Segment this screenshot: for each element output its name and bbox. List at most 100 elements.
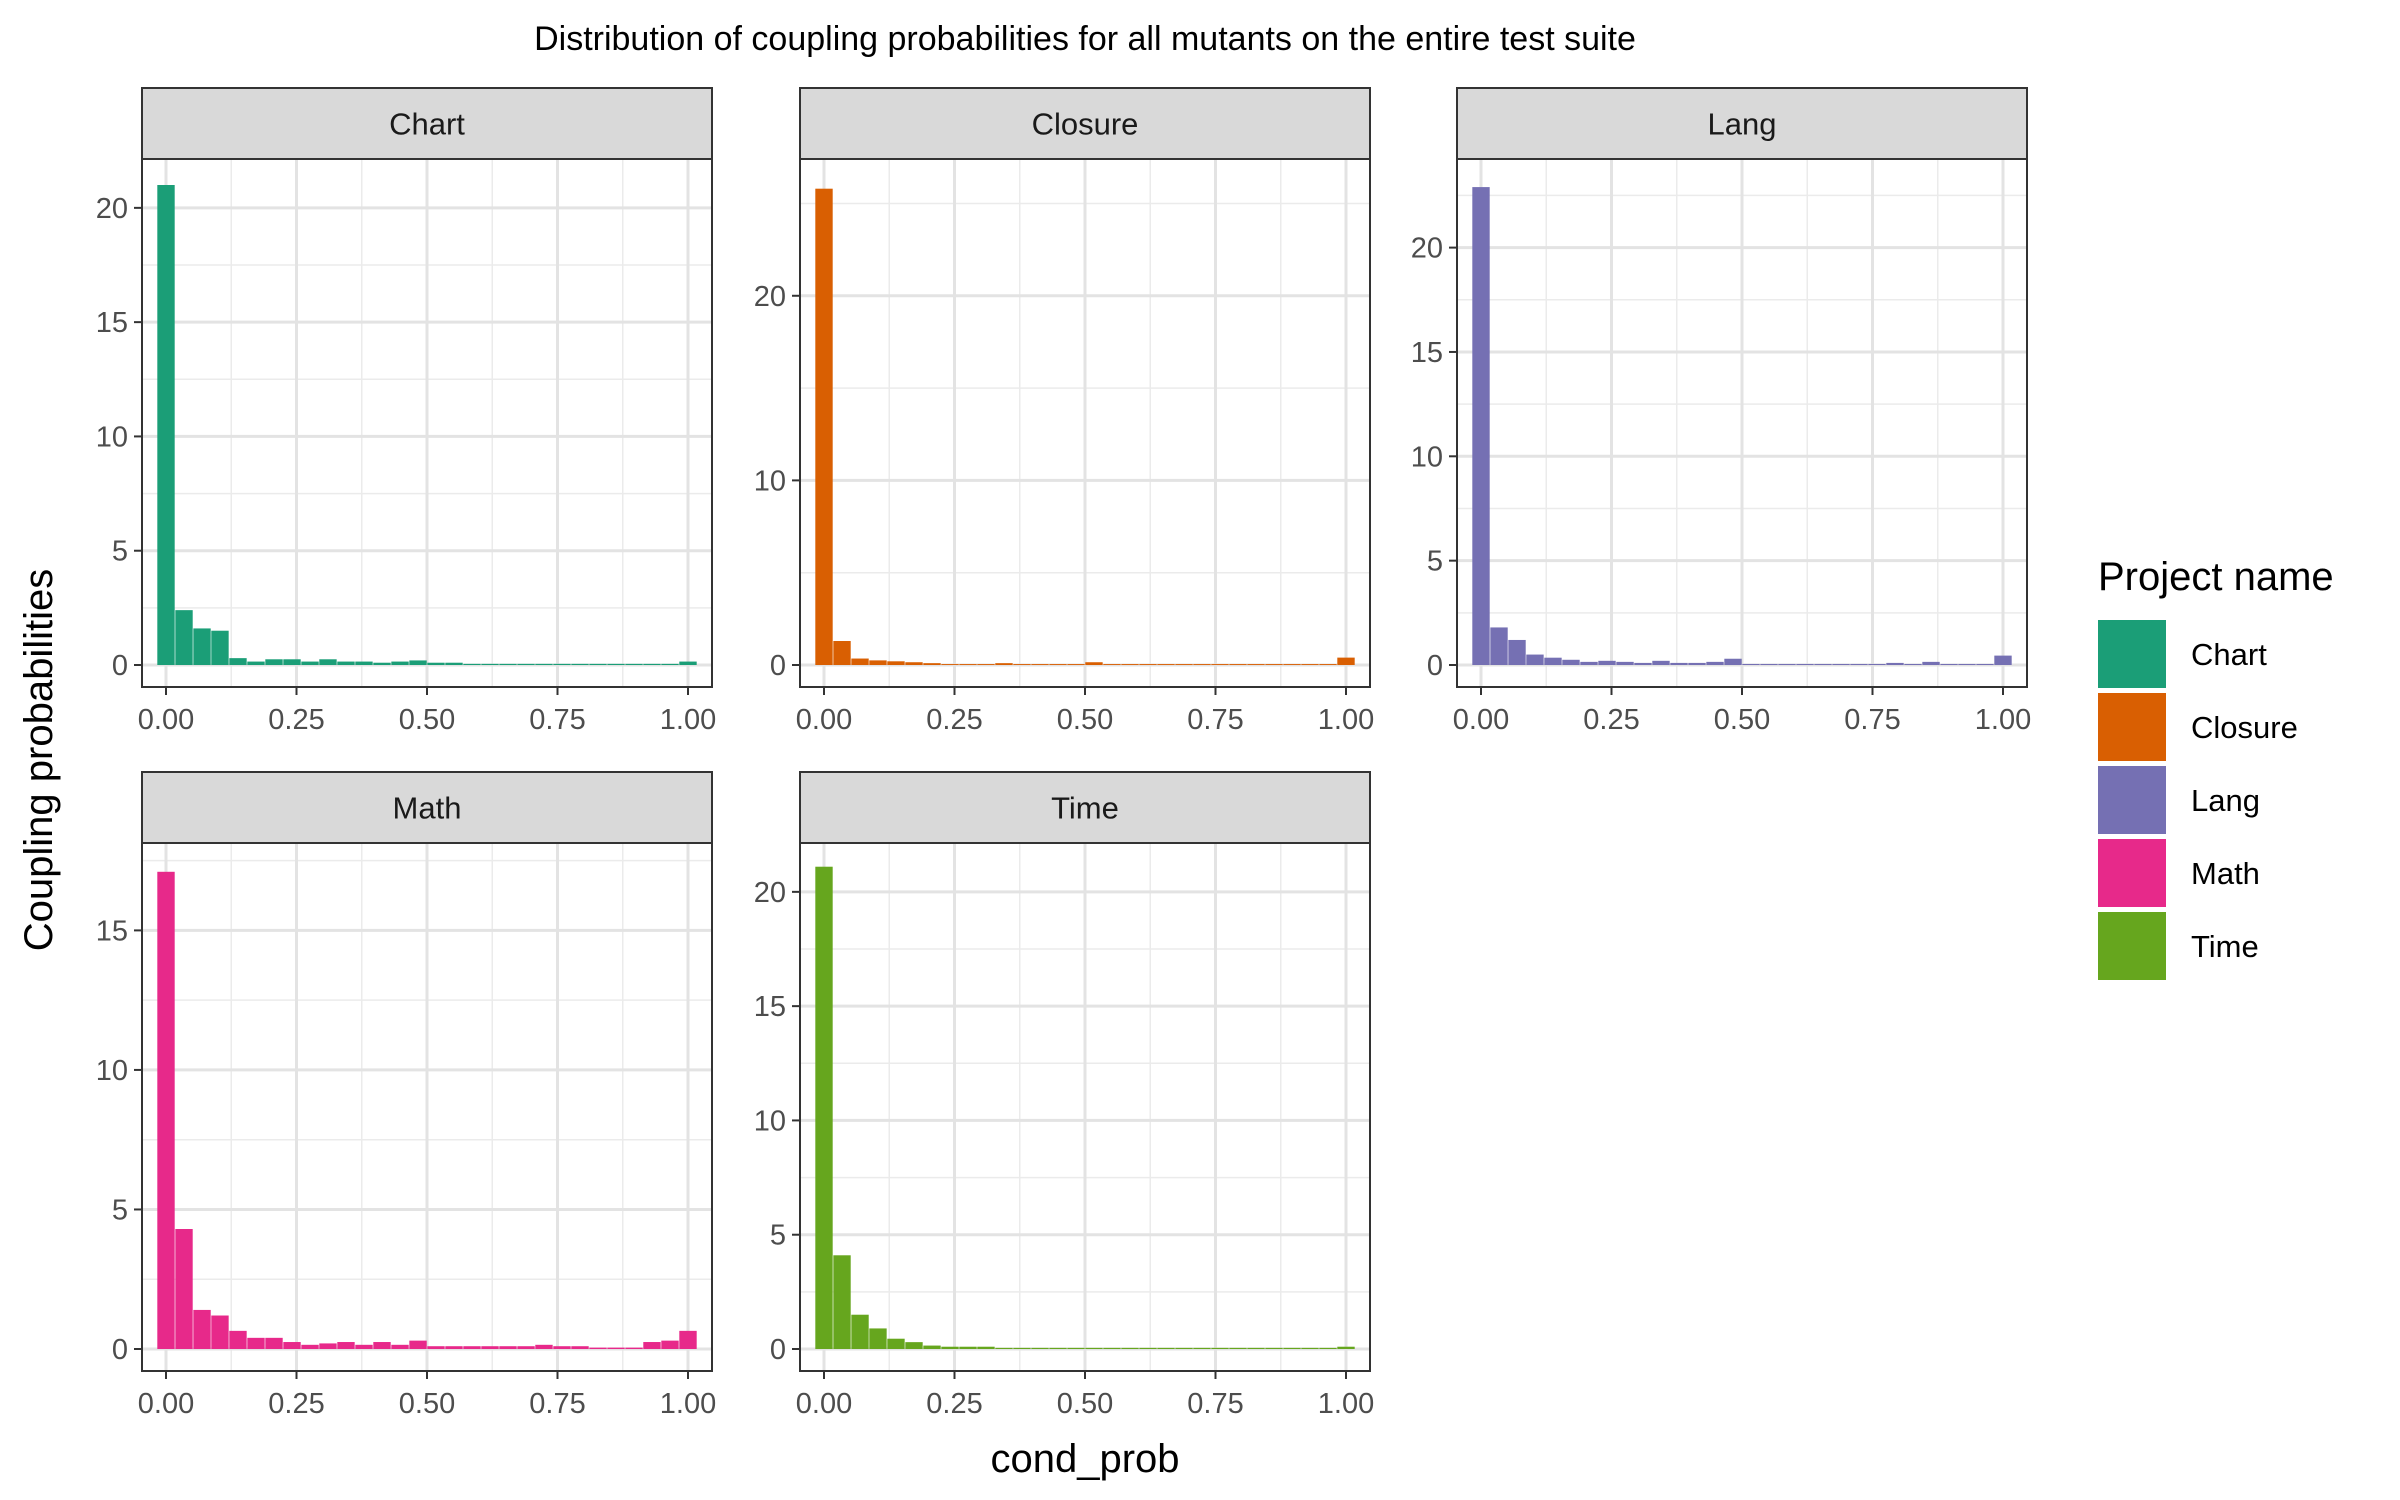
y-tick-label: 10 [96, 1055, 128, 1087]
x-tick-label: 0.25 [926, 704, 982, 736]
x-tick-label: 1.00 [1975, 704, 2031, 736]
histogram-bar [625, 1347, 643, 1349]
histogram-bar [229, 658, 247, 665]
histogram-bar [1013, 1347, 1031, 1349]
histogram-bar [1562, 659, 1580, 665]
histogram-bar [409, 1340, 427, 1349]
y-tick-label: 10 [1411, 441, 1443, 473]
histogram-bar [283, 1342, 301, 1349]
histogram-bar [301, 1344, 319, 1349]
histogram-bar [193, 628, 211, 665]
x-tick-label: 0.75 [529, 704, 585, 736]
histogram-bar [1031, 664, 1049, 665]
histogram-bar [589, 663, 607, 665]
histogram-bar [409, 660, 427, 665]
histogram-bar [1085, 1347, 1103, 1349]
histogram-bar [959, 1346, 977, 1349]
facet-strip-label: Math [393, 791, 462, 826]
histogram-bar [1301, 664, 1319, 665]
legend-key-math [2098, 839, 2166, 907]
histogram-bar [553, 663, 571, 665]
histogram-bar [1049, 1347, 1067, 1349]
facet-strip [141, 87, 713, 160]
x-tick-label: 0.00 [138, 704, 194, 736]
histogram-bar [391, 661, 409, 665]
x-tick-label: 0.00 [796, 1388, 852, 1420]
histogram-bar [157, 185, 175, 665]
x-tick-label: 0.50 [399, 704, 455, 736]
facet-panel-closure: Closure 0 10 20 0.00 0.25 0.50 0.75 1.00 [754, 87, 1374, 736]
histogram-bar [1688, 662, 1706, 665]
facet-strip [799, 87, 1371, 160]
histogram-bar [995, 663, 1013, 665]
histogram-bar [1193, 1347, 1211, 1349]
histogram-bar [589, 1347, 607, 1349]
histogram-bar [679, 661, 697, 665]
y-tick-label: 15 [96, 915, 128, 947]
histogram-bar [625, 663, 643, 665]
x-tick-label: 0.00 [796, 704, 852, 736]
x-tick-label: 0.50 [1714, 704, 1770, 736]
histogram-bar [553, 1346, 571, 1349]
y-tick-label: 0 [112, 1334, 128, 1366]
histogram-bar [1940, 663, 1958, 665]
histogram-bar [1796, 663, 1814, 665]
histogram-bar [1319, 1347, 1337, 1349]
histogram-bar [499, 663, 517, 665]
histogram-bar [445, 1346, 463, 1349]
histogram-bar [1139, 1347, 1157, 1349]
x-tick-label: 0.75 [1187, 1388, 1243, 1420]
histogram-bar [1031, 1347, 1049, 1349]
chart-title: Distribution of coupling probabilities f… [534, 20, 1636, 58]
x-axis-title: cond_prob [990, 1437, 1179, 1481]
histogram-bar [1724, 658, 1742, 665]
y-tick-label: 5 [1427, 546, 1443, 578]
histogram-bar [337, 661, 355, 665]
histogram-bar [679, 1330, 697, 1349]
histogram-bar [1085, 662, 1103, 665]
histogram-bar [265, 659, 283, 665]
histogram-bar [1175, 1347, 1193, 1349]
histogram-bar [923, 1345, 941, 1349]
y-tick-label: 5 [770, 1220, 786, 1252]
histogram-bar [1103, 1347, 1121, 1349]
histogram-bar [427, 1346, 445, 1349]
histogram-bar [283, 659, 301, 665]
histogram-bar [1175, 664, 1193, 665]
facet-strip-label: Time [1051, 791, 1119, 826]
histogram-bar [1337, 1346, 1355, 1349]
legend-label: Closure [2191, 710, 2298, 745]
legend: Project name Chart Closure Lang Math Time [2098, 555, 2334, 980]
histogram-bar [905, 1342, 923, 1349]
histogram-bar [229, 1330, 247, 1349]
y-tick-label: 15 [754, 991, 786, 1023]
y-tick-label: 15 [1411, 337, 1443, 369]
histogram-bar [1193, 664, 1211, 665]
histogram-bar [175, 1229, 193, 1349]
histogram-bar [211, 1315, 229, 1349]
histogram-bar [1814, 663, 1832, 665]
x-tick-label: 0.25 [1583, 704, 1639, 736]
facet-strip-label: Chart [389, 107, 465, 142]
histogram-bar [355, 661, 373, 665]
histogram-bar [517, 663, 535, 665]
legend-label: Math [2191, 856, 2260, 891]
x-tick-label: 0.50 [399, 1388, 455, 1420]
histogram-bar [905, 662, 923, 665]
histogram-bar [1283, 1347, 1301, 1349]
x-tick-label: 0.75 [1844, 704, 1900, 736]
histogram-bar [1157, 1347, 1175, 1349]
histogram-bar [1247, 664, 1265, 665]
histogram-bar [941, 664, 959, 665]
facet-strip [799, 771, 1371, 844]
histogram-bar [193, 1309, 211, 1349]
histogram-bar [1283, 664, 1301, 665]
x-tick-label: 0.25 [926, 1388, 982, 1420]
histogram-bar [265, 1337, 283, 1349]
y-tick-label: 0 [770, 650, 786, 682]
facet-strip-label: Closure [1032, 107, 1139, 142]
histogram-bar [247, 661, 265, 665]
facet-panel-chart: Chart 0 5 10 15 20 0.00 0.25 0.50 0.75 1.00 [96, 87, 716, 736]
histogram-bar [1850, 663, 1868, 665]
